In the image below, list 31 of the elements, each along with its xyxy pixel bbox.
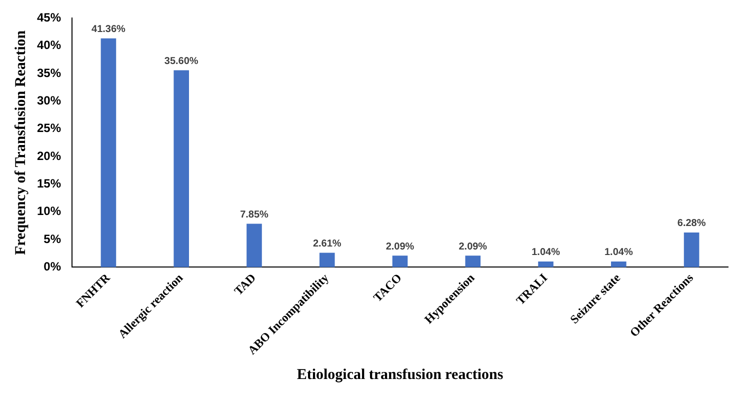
bar [100,38,116,268]
bar [319,252,335,268]
y-tick-label: 40% [36,38,62,52]
bar [465,256,481,268]
y-tick-label: 10% [36,204,62,218]
y-tick-label: 35% [36,66,62,80]
x-axis-title: Etiological transfusion reactions [296,366,504,383]
bar [174,70,189,268]
data-label: 2.09% [386,241,414,252]
y-tick-label: 30% [36,94,62,108]
data-label: 41.36% [92,24,126,36]
data-label: 1.04% [604,247,633,258]
data-label: 1.04% [532,247,560,258]
data-label: 6.28% [677,218,706,230]
y-tick-label: 25% [36,121,62,136]
bar [684,232,700,268]
bar [611,261,626,268]
bar [538,261,554,268]
data-label: 2.09% [458,241,488,252]
y-tick-label: 5% [44,232,62,246]
y-tick-label: 45% [36,10,62,25]
y-tick-label: 20% [36,148,62,163]
y-tick-label: 0% [44,260,62,274]
y-tick-label: 15% [36,176,62,191]
data-label: 35.60% [164,56,198,67]
x-tick-label: TAD [231,270,259,298]
data-label: 2.61% [312,238,342,250]
bar [392,256,408,268]
y-axis-title: Frequency of Transfusion Reaction [12,30,29,255]
bar [246,224,262,268]
data-label: 7.85% [240,210,269,221]
